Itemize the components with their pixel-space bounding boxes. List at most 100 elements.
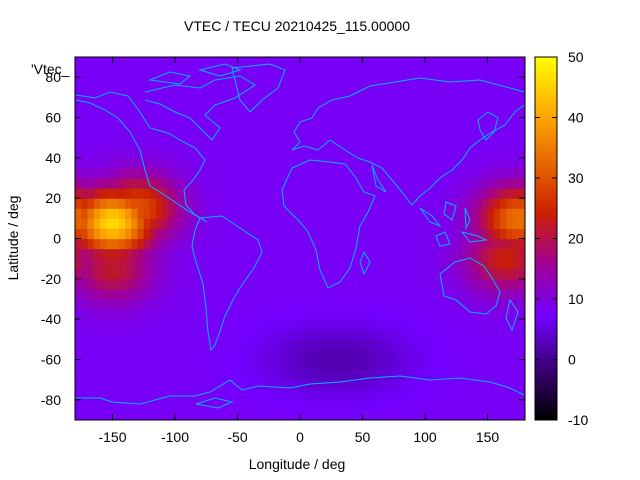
heatmap-cell	[100, 409, 107, 420]
heatmap-cell	[325, 299, 332, 310]
heatmap-cell	[287, 309, 295, 320]
heatmap-cell	[481, 258, 489, 270]
heatmap-cell	[131, 399, 139, 411]
heatmap-cell	[506, 218, 514, 230]
heatmap-cell	[243, 97, 251, 109]
heatmap-cell	[500, 409, 507, 420]
heatmap-cell	[362, 389, 370, 401]
heatmap-cell	[331, 178, 339, 189]
heatmap-cell	[181, 218, 189, 230]
heatmap-cell	[312, 339, 320, 351]
heatmap-cell	[262, 198, 270, 209]
heatmap-cell	[256, 258, 264, 270]
heatmap-cell	[231, 248, 239, 260]
heatmap-cell	[337, 117, 345, 129]
heatmap-cell	[381, 77, 389, 88]
heatmap-cell	[237, 208, 245, 219]
heatmap-cell	[512, 137, 520, 149]
heatmap-cell	[200, 319, 207, 330]
heatmap-cell	[437, 359, 445, 371]
heatmap-cell	[256, 389, 264, 401]
heatmap-cell	[506, 399, 514, 411]
heatmap-cell	[150, 349, 157, 361]
heatmap-cell	[262, 329, 270, 340]
heatmap-cell	[231, 359, 239, 371]
heatmap-cell	[431, 399, 439, 411]
heatmap-cell	[150, 409, 157, 420]
heatmap-cell	[187, 238, 195, 250]
heatmap-cell	[100, 208, 107, 219]
heatmap-cell	[400, 258, 407, 270]
heatmap-cell	[362, 77, 370, 88]
heatmap-cell	[212, 77, 220, 88]
heatmap-cell	[368, 57, 376, 68]
heatmap-cell	[512, 157, 520, 169]
heatmap-cell	[412, 218, 420, 230]
heatmap-cell	[168, 288, 176, 300]
heatmap-cell	[356, 57, 364, 68]
heatmap-cell	[243, 218, 251, 230]
heatmap-cell	[93, 188, 101, 199]
heatmap-cell	[168, 167, 176, 179]
heatmap-cell	[506, 369, 514, 381]
heatmap-cell	[325, 288, 332, 300]
heatmap-cell	[287, 278, 295, 290]
heatmap-cell	[256, 339, 264, 351]
heatmap-cell	[300, 107, 307, 119]
heatmap-cell	[125, 389, 132, 401]
heatmap-cell	[487, 329, 495, 340]
heatmap-cell	[81, 248, 89, 260]
heatmap-cell	[268, 359, 276, 371]
heatmap-cell	[143, 67, 151, 78]
heatmap-cell	[325, 198, 332, 209]
heatmap-cell	[475, 329, 482, 340]
heatmap-cell	[118, 238, 126, 250]
heatmap-cell	[468, 299, 476, 310]
heatmap-cell	[318, 238, 326, 250]
heatmap-cell	[312, 299, 320, 310]
heatmap-cell	[443, 228, 451, 240]
heatmap-cell	[456, 178, 464, 189]
heatmap-cell	[462, 299, 470, 310]
heatmap-cell	[450, 57, 457, 68]
heatmap-cell	[343, 57, 351, 68]
x-tick-label: -100	[161, 429, 189, 445]
heatmap-cell	[200, 228, 207, 240]
heatmap-cell	[125, 258, 132, 270]
heatmap-cell	[125, 198, 132, 209]
heatmap-cell	[262, 218, 270, 230]
heatmap-cell	[243, 228, 251, 240]
heatmap-cell	[225, 359, 232, 371]
heatmap-cell	[456, 67, 464, 78]
heatmap-cell	[143, 359, 151, 371]
heatmap-cell	[225, 399, 232, 411]
heatmap-cell	[281, 218, 289, 230]
heatmap-cell	[243, 379, 251, 391]
heatmap-cell	[406, 309, 414, 320]
heatmap-cell	[125, 87, 132, 98]
heatmap-cell	[462, 137, 470, 149]
heatmap-cell	[400, 238, 407, 250]
heatmap-cell	[362, 329, 370, 340]
heatmap-cell	[518, 157, 525, 169]
heatmap-cell	[268, 178, 276, 189]
heatmap-cell	[356, 238, 364, 250]
heatmap-cell	[281, 339, 289, 351]
y-tick-label: 40	[45, 150, 61, 166]
heatmap-cell	[287, 329, 295, 340]
heatmap-cell	[368, 228, 376, 240]
heatmap-cell	[443, 117, 451, 129]
heatmap-cell	[218, 127, 226, 139]
heatmap-cell	[343, 248, 351, 260]
heatmap-cell	[381, 248, 389, 260]
heatmap-cell	[181, 167, 189, 179]
heatmap-cell	[506, 248, 514, 260]
heatmap-cell	[256, 147, 264, 159]
heatmap-cell	[381, 288, 389, 300]
heatmap-cell	[181, 319, 189, 330]
heatmap-cell	[325, 157, 332, 169]
heatmap-cell	[243, 127, 251, 139]
heatmap-cell	[268, 57, 276, 68]
heatmap-cell	[256, 167, 264, 179]
